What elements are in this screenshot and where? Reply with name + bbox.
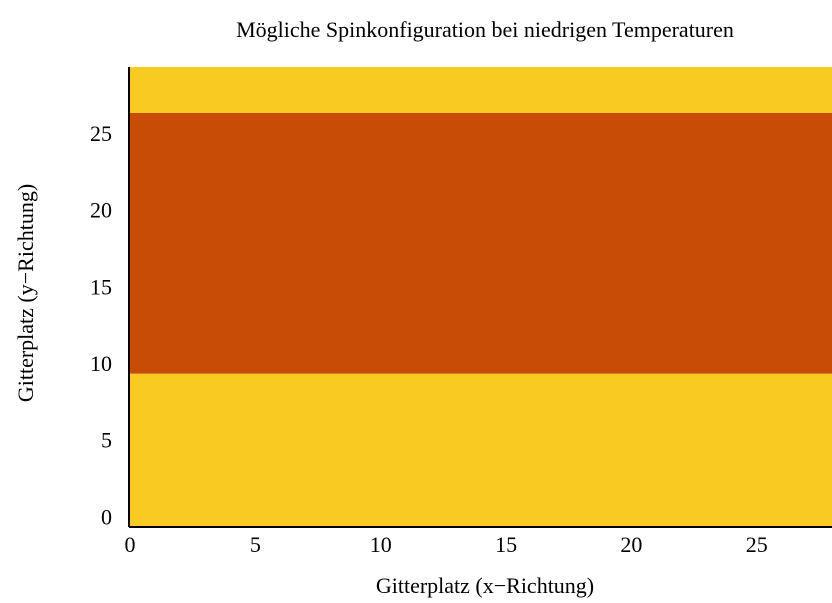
y-tick-label: 25 [90,121,112,146]
x-tick-label: 15 [495,532,517,557]
y-tick-label: 15 [90,274,112,299]
y-tick-label: 0 [101,504,112,529]
chart-title: Mögliche Spinkonfiguration bei niedrigen… [236,17,734,42]
band [130,113,832,374]
band [130,373,832,527]
y-tick-label: 20 [90,198,112,223]
x-tick-label: 20 [620,532,642,557]
x-tick-label: 5 [250,532,261,557]
x-tick-label: 0 [125,532,136,557]
x-tick-label: 10 [370,532,392,557]
x-axis-label: Gitterplatz (x−Richtung) [376,573,594,598]
band [130,67,832,113]
y-tick-label: 10 [90,351,112,376]
y-tick-label: 5 [101,428,112,453]
x-tick-label: 25 [746,532,768,557]
y-axis-label: Gitterplatz (y−Richtung) [13,184,38,402]
